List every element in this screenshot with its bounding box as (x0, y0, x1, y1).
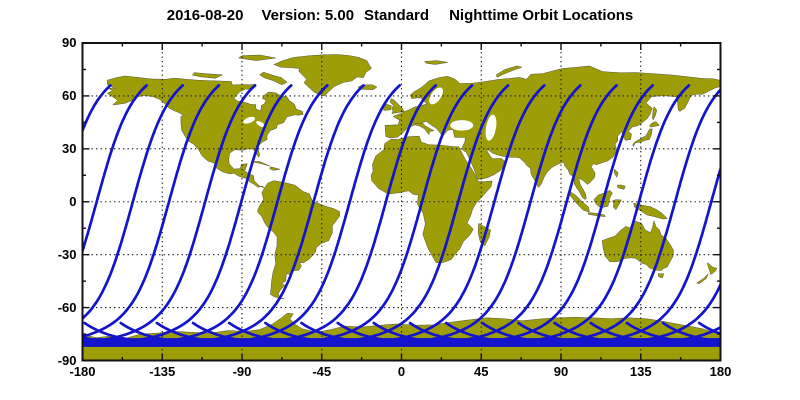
x-tick-label: -45 (312, 363, 332, 379)
orbit-track (82, 84, 221, 338)
landmass-africa (370, 135, 493, 264)
landmass-italy (414, 123, 435, 136)
y-tick-label: -90 (57, 352, 77, 368)
landmass-baffin-island (259, 71, 288, 86)
x-tick-label: -180 (69, 363, 96, 379)
landmass-hispaniola (269, 166, 281, 171)
landmass-novaya-zemlya (495, 65, 523, 78)
landmass-greenland (273, 54, 372, 97)
landmass-cuba (251, 161, 271, 167)
lake-baltic-sea (429, 87, 443, 105)
x-tick-label: 90 (553, 363, 569, 379)
landmass-tasmania (657, 273, 665, 279)
landmass-sakhalin (652, 105, 657, 121)
y-tick-label: 60 (62, 87, 77, 103)
title-mode: Standard (364, 7, 430, 24)
x-tick-label: -135 (149, 363, 176, 379)
landmass-victoria-island (191, 72, 224, 79)
landmass-java (587, 212, 606, 218)
plot-title: 2016-08-20 Version: 5.00 Standard Nightt… (0, 7, 800, 24)
lake-great-lakes-east (256, 121, 266, 128)
landmass-nz-south (696, 273, 709, 285)
x-tick-label: 135 (629, 363, 652, 379)
y-tick-label: -30 (57, 246, 77, 262)
lake-caspian-sea (485, 114, 497, 141)
title-version: Version: 5.00 (261, 7, 355, 24)
landmass-luzon (613, 168, 619, 179)
landmass-sumatra (569, 191, 590, 213)
orbit-track (82, 84, 148, 256)
landmass-mindanao (617, 184, 626, 190)
x-tick-label: 180 (709, 363, 732, 379)
title-date: 2016-08-20 (166, 7, 244, 24)
axes-frame (81, 42, 722, 362)
y-tick-label: 90 (62, 35, 77, 50)
lake-black-sea (450, 120, 474, 131)
orbit-tracks (0, 84, 721, 347)
orbit-track (82, 84, 185, 321)
y-tick-label: 0 (69, 193, 77, 209)
y-tick-label: 30 (62, 140, 77, 156)
orbit-turnaround-band (82, 338, 721, 347)
landmass-ellesmere-island (237, 54, 276, 61)
x-tick-label: 0 (397, 363, 406, 379)
orbit-track (0, 85, 38, 345)
y-tick-label: -60 (57, 299, 77, 315)
landmass-japan-hokkaido (649, 121, 660, 128)
title-name: Nighttime Orbit Locations (449, 7, 634, 24)
x-tick-label: 45 (474, 363, 489, 379)
lake-great-lakes-west (243, 116, 255, 124)
landmass-uk (389, 98, 405, 114)
landmass-nz-north (707, 262, 718, 276)
x-tick-label: -90 (232, 363, 252, 379)
landmass-svalbard (423, 60, 448, 65)
